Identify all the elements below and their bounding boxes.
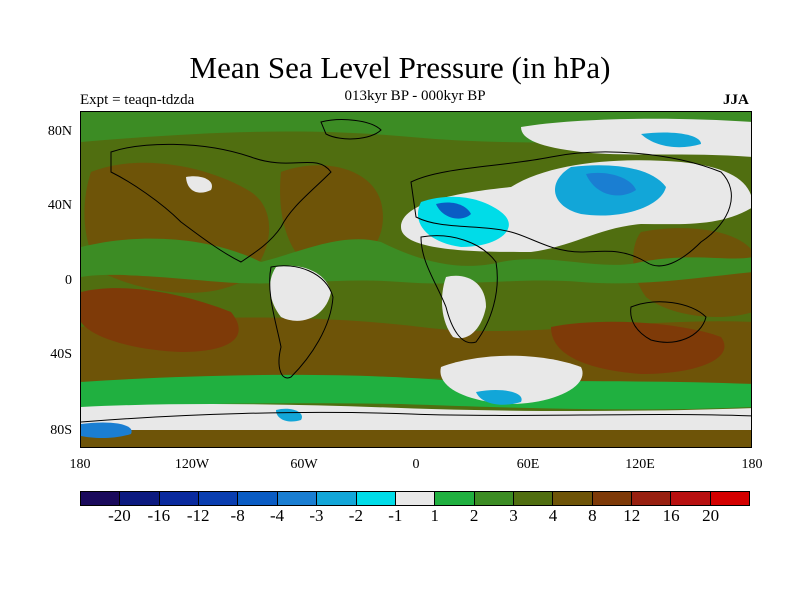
colorbar-tick-label: -3: [309, 506, 324, 525]
colorbar-swatch: [159, 492, 200, 505]
colorbar-tick-label: -16: [147, 506, 171, 525]
experiment-label: Expt = teaqn-tdzda: [80, 92, 195, 108]
season-label: JJA: [723, 92, 749, 108]
africa-white: [441, 275, 486, 339]
colorbar-swatch: [671, 492, 711, 505]
colorbar-swatch: [81, 492, 121, 505]
ross-sea-low: [81, 422, 132, 438]
colorbar-swatch: [356, 492, 396, 505]
colorbar-tick-label: 16: [662, 506, 680, 525]
lat-label-80n: 80N: [47, 124, 72, 139]
colorbar-swatch: [199, 492, 239, 505]
colorbar-tick-label: 12: [623, 506, 641, 525]
map-panel: [80, 111, 752, 448]
colorbar-swatch: [553, 492, 593, 505]
arctic-white: [521, 118, 751, 157]
lon-label-180e: 180: [741, 457, 763, 472]
colorbar-swatch: [395, 492, 436, 505]
colorbar-swatch: [277, 492, 318, 505]
lon-label-0: 0: [412, 457, 420, 472]
colorbar-tick-label: 4: [548, 506, 558, 525]
north-america-white: [186, 176, 212, 193]
colorbar-tick-label: 20: [702, 506, 720, 525]
colorbar-tick-label: -2: [348, 506, 363, 525]
colorbar: [80, 491, 750, 506]
colorbar-swatch: [435, 492, 475, 505]
arctic-low: [641, 132, 701, 148]
lon-label-60e: 60E: [516, 457, 540, 472]
lat-label-40s: 40S: [50, 347, 72, 362]
lon-label-60w: 60W: [290, 457, 318, 472]
coastlines: [81, 119, 751, 423]
lon-label-180w: 180: [69, 457, 91, 472]
antarctic-white-band: [81, 404, 751, 430]
colorbar-tick-label: 3: [509, 506, 518, 525]
lat-label-0: 0: [65, 273, 72, 288]
colorbar-swatch: [238, 492, 278, 505]
antarctic-interior: [81, 430, 751, 447]
colorbar-swatch: [474, 492, 514, 505]
indian-ocean-high: [551, 321, 725, 374]
colorbar-swatch: [592, 492, 633, 505]
colorbar-swatch: [317, 492, 357, 505]
asia-deep-low: [586, 172, 636, 196]
subpolar-green: [81, 374, 751, 410]
colorbar-tick-label: 2: [469, 506, 479, 525]
colorbar-tick-label: -8: [230, 506, 245, 525]
lat-label-80s: 80S: [50, 423, 72, 438]
period-label: 013kyr BP - 000kyr BP: [344, 88, 486, 104]
colorbar-swatch: [710, 492, 750, 505]
south-ocean-white: [440, 355, 583, 404]
south-pacific-high: [81, 288, 239, 352]
south-america-white: [269, 265, 331, 321]
colorbar-swatch: [513, 492, 554, 505]
plot-title: Mean Sea Level Pressure (in hPa): [189, 50, 611, 85]
south-ocean-low: [476, 390, 522, 405]
colorbar-tick-label: 1: [430, 506, 439, 525]
lon-label-120w: 120W: [174, 457, 210, 472]
colorbar-tick-label: -20: [108, 506, 131, 525]
colorbar-tick-label: 8: [588, 506, 597, 525]
lon-label-120e: 120E: [625, 457, 655, 472]
mediterranean-deep-low: [436, 202, 471, 219]
colorbar-tick-label: -12: [186, 506, 210, 525]
pressure-map: [81, 112, 751, 447]
colorbar-tick-label: -1: [388, 506, 403, 525]
colorbar-tick-label: -4: [269, 506, 285, 525]
lat-label-40n: 40N: [47, 198, 72, 213]
colorbar-swatch: [120, 492, 160, 505]
tropical-green: [81, 238, 751, 284]
colorbar-swatch: [632, 492, 672, 505]
